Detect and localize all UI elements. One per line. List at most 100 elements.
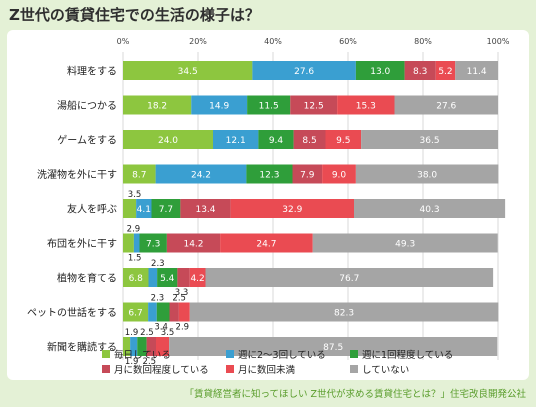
bar-segment [123,164,156,184]
data-label: 7.9 [300,171,315,181]
bar-segment [205,268,494,287]
x-tick-label: 100% [487,37,510,46]
data-label: 2.3 [151,259,165,269]
data-label: 24.0 [158,136,178,146]
bar-segment [189,268,206,287]
data-label: 1.9 [125,328,139,338]
stacked-bar-chart: 0% 20% 40% 60% 80% 100% 料理をする 34.5 27.6 13.0 8.3 5.… [27,37,510,376]
data-label: 12.3 [259,171,279,181]
data-label: 4.2 [190,274,204,284]
data-label: 9.5 [336,136,350,146]
data-label: 13.4 [195,205,215,215]
data-label: 24.2 [191,171,211,181]
bar-segment [191,95,248,115]
bar-segment [123,95,192,115]
data-label: 5.2 [438,67,452,77]
data-label: 36.5 [420,136,440,146]
chart-panel: 0% 20% 40% 60% 80% 100% 料理をする 34.5 27.6 13.0 8.3 5.… [7,30,529,380]
legend-swatch [226,365,234,373]
bar-segment [123,302,149,322]
bar-segment [169,337,498,356]
bar-segment [394,95,498,115]
category-label: 洗濯物を外に干す [37,168,117,181]
bar-segment [130,337,138,356]
data-label: 15.3 [356,102,376,112]
data-label: 3.3 [175,288,189,298]
category-label: ペットの世話をする [27,306,117,319]
data-label: 12.1 [226,136,246,146]
bar-segment [166,233,221,253]
bar-segment [355,164,499,184]
data-label: 1.9 [125,357,139,367]
data-label: 2.5 [143,357,157,367]
bar-segment [123,268,149,287]
data-label: 87.5 [323,343,343,353]
bar-segment [123,199,137,218]
data-label: 27.6 [436,102,456,112]
bar-segment [404,61,436,80]
category-label: 布団を外に干す [47,238,117,250]
data-label: 49.3 [395,240,415,250]
bar-segment [136,199,152,218]
bar-segment [139,233,167,253]
bar-segment [133,233,140,253]
category-label: 料理をする [67,65,117,78]
bar-segment [230,199,354,218]
data-label: 2.5 [140,328,154,338]
bar-segment [354,199,506,218]
data-label: 34.5 [178,67,198,77]
bar-segment [156,337,170,356]
bar-segment [213,130,259,149]
data-label: 3.5 [128,190,142,200]
bar-segment [292,164,323,184]
data-label: 82.3 [334,309,354,319]
data-label: 27.6 [294,67,314,77]
bar-segment [169,302,179,322]
bar-segment [123,61,253,80]
bar-segment [325,130,362,149]
data-label: 8.5 [302,136,316,146]
bar-segment [252,61,356,80]
bar-segment [322,164,356,184]
data-label: 3.4 [154,323,168,333]
bar-segment [155,164,247,184]
bar-segment [293,130,326,149]
legend-label: していない [362,365,409,376]
bar-segment [220,233,313,253]
data-label: 6.8 [129,274,144,284]
data-label: 4.1 [137,205,151,215]
legend-label: 毎日している [114,349,171,361]
legend-swatch [102,365,110,373]
legend-swatch [350,350,358,358]
data-label: 7.3 [146,240,160,250]
bar-segment [123,337,131,356]
category-label: 湯船につかる [57,99,117,112]
x-tick-label: 40% [264,37,282,46]
data-label: 18.2 [147,102,167,112]
x-tick-label: 80% [414,37,432,46]
x-tick-label: 60% [339,37,357,46]
data-label: 76.7 [339,274,359,284]
x-tick-label: 20% [189,37,207,46]
category-label: ゲームをする [57,135,117,147]
bar-segment [123,233,134,253]
bar-segment [290,95,338,115]
data-label: 9.0 [332,171,347,181]
bar-segment [337,95,395,115]
data-label: 5.4 [160,274,175,284]
legend-label: 月に数回程度している [114,364,209,376]
legend-swatch [350,365,358,373]
data-label: 14.2 [183,240,203,250]
bar-segment [361,130,498,149]
bar-segment [355,61,405,80]
legend-label: 週に2～3回している [238,349,326,361]
bar-segment [137,337,147,356]
data-label: 11.4 [467,67,487,77]
data-label: 7.7 [159,205,173,215]
bar-segment [258,130,294,149]
data-label: 8.3 [413,67,427,77]
legend-swatch [226,350,234,358]
bar-segment [151,199,181,218]
category-label: 新聞を購読する [47,341,117,354]
chart-title: Z世代の賃貸住宅での生活の様子は？ [9,6,260,24]
